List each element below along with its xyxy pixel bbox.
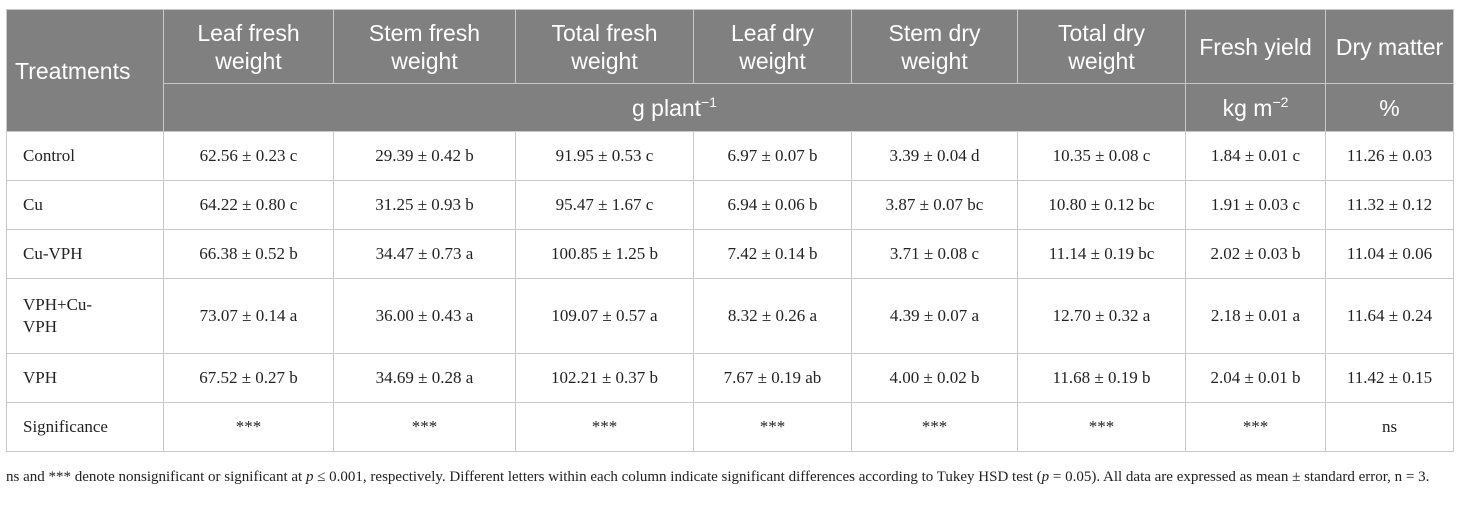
unit-g-plant-text: g plant [631, 94, 702, 121]
row-treatment-name: VPH+Cu-VPH [6, 278, 164, 354]
table-cell: 34.47 ± 0.73 a [333, 229, 516, 279]
table-cell: 12.70 ± 0.32 a [1017, 278, 1186, 354]
row-treatment-name: Significance [6, 402, 164, 452]
header-treatments: Treatments [6, 9, 164, 132]
table-row: VPH+Cu-VPH 73.07 ± 0.14 a 36.00 ± 0.43 a 10… [6, 278, 1454, 354]
table-cell: 8.32 ± 0.26 a [693, 278, 852, 354]
table-cell: 2.04 ± 0.01 b [1185, 353, 1326, 403]
results-table-container: Treatments Leaf fresh weight Stem fresh … [6, 9, 1454, 488]
table-cell: 6.94 ± 0.06 b [693, 180, 852, 230]
table-cell: 95.47 ± 1.67 c [515, 180, 694, 230]
table-cell: 3.39 ± 0.04 d [851, 131, 1018, 181]
footnote-part-c: = 0.05). All data are expressed as mean … [1049, 469, 1430, 485]
table-row: Cu-VPH 66.38 ± 0.52 b 34.47 ± 0.73 a 100.85… [6, 229, 1454, 279]
table-cell: 11.32 ± 0.12 [1325, 180, 1454, 230]
header-total-fresh-weight: Total fresh weight [515, 9, 694, 84]
table-cell: *** [1017, 402, 1186, 452]
header-dry-matter: Dry matter [1325, 9, 1454, 84]
table-cell: 11.04 ± 0.06 [1325, 229, 1454, 279]
header-fresh-yield: Fresh yield [1185, 9, 1326, 84]
table-cell: 29.39 ± 0.42 b [333, 131, 516, 181]
table-cell: *** [851, 402, 1018, 452]
table-cell: 2.02 ± 0.03 b [1185, 229, 1326, 279]
results-table: Treatments Leaf fresh weight Stem fresh … [6, 9, 1454, 452]
table-cell: 7.67 ± 0.19 ab [693, 353, 852, 403]
table-cell: 66.38 ± 0.52 b [163, 229, 334, 279]
table-cell: *** [693, 402, 852, 452]
table-cell: *** [1185, 402, 1326, 452]
unit-g-plant: g plant−1 [163, 83, 1186, 132]
table-cell: 102.21 ± 0.37 b [515, 353, 694, 403]
table-cell: 1.91 ± 0.03 c [1185, 180, 1326, 230]
table-row: VPH 67.52 ± 0.27 b 34.69 ± 0.28 a 102.21 ± … [6, 353, 1454, 403]
header-leaf-fresh-weight: Leaf fresh weight [163, 9, 334, 84]
table-cell: 34.69 ± 0.28 a [333, 353, 516, 403]
table-cell: 100.85 ± 1.25 b [515, 229, 694, 279]
table-cell: 73.07 ± 0.14 a [163, 278, 334, 354]
header-leaf-dry-weight: Leaf dry weight [693, 9, 852, 84]
footnote-p-2: p [1041, 469, 1050, 485]
table-cell: 36.00 ± 0.43 a [333, 278, 516, 354]
table-cell: 4.39 ± 0.07 a [851, 278, 1018, 354]
table-row: Cu 64.22 ± 0.80 c 31.25 ± 0.93 b 95.47 ± 1.… [6, 180, 1454, 230]
table-cell: 91.95 ± 0.53 c [515, 131, 694, 181]
unit-g-plant-exp: −1 [701, 93, 718, 110]
table-cell: 1.84 ± 0.01 c [1185, 131, 1326, 181]
table-row: Control 62.56 ± 0.23 c 29.39 ± 0.42 b 91.95… [6, 131, 1454, 181]
table-cell: 3.71 ± 0.08 c [851, 229, 1018, 279]
table-cell: 10.35 ± 0.08 c [1017, 131, 1186, 181]
footnote-part-b: ≤ 0.001, respectively. Different letters… [313, 469, 1042, 485]
table-cell: 4.00 ± 0.02 b [851, 353, 1018, 403]
table-cell: *** [333, 402, 516, 452]
table-cell: ns [1325, 402, 1454, 452]
table-cell: 11.14 ± 0.19 bc [1017, 229, 1186, 279]
footnote-part-a: ns and *** denote nonsignificant or sign… [6, 469, 306, 485]
unit-kg-m: kg m−2 [1185, 83, 1326, 132]
unit-percent: % [1325, 83, 1454, 132]
table-cell: 31.25 ± 0.93 b [333, 180, 516, 230]
table-cell: 11.42 ± 0.15 [1325, 353, 1454, 403]
table-cell: *** [515, 402, 694, 452]
row-treatment-name: Control [6, 131, 164, 181]
unit-kg-m-text: kg m [1222, 94, 1273, 121]
table-row: Significance *** *** *** *** *** *** *** ns [6, 402, 1454, 452]
row-treatment-name: Cu-VPH [6, 229, 164, 279]
table-cell: *** [163, 402, 334, 452]
header-stem-fresh-weight: Stem fresh weight [333, 9, 516, 84]
table-cell: 11.68 ± 0.19 b [1017, 353, 1186, 403]
table-footnote: ns and *** denote nonsignificant or sign… [6, 466, 1446, 488]
table-cell: 10.80 ± 0.12 bc [1017, 180, 1186, 230]
table-cell: 62.56 ± 0.23 c [163, 131, 334, 181]
table-cell: 3.87 ± 0.07 bc [851, 180, 1018, 230]
table-cell: 109.07 ± 0.57 a [515, 278, 694, 354]
table-cell: 6.97 ± 0.07 b [693, 131, 852, 181]
row-treatment-name: VPH [6, 353, 164, 403]
table-cell: 64.22 ± 0.80 c [163, 180, 334, 230]
table-cell: 2.18 ± 0.01 a [1185, 278, 1326, 354]
header-stem-dry-weight: Stem dry weight [851, 9, 1018, 84]
footnote-p-1: p [305, 469, 314, 485]
unit-kg-m-exp: −2 [1272, 93, 1289, 110]
table-cell: 67.52 ± 0.27 b [163, 353, 334, 403]
row-treatment-name: Cu [6, 180, 164, 230]
table-body: Control 62.56 ± 0.23 c 29.39 ± 0.42 b 91.95… [6, 131, 1454, 452]
table-cell: 11.26 ± 0.03 [1325, 131, 1454, 181]
table-cell: 11.64 ± 0.24 [1325, 278, 1454, 354]
table-cell: 7.42 ± 0.14 b [693, 229, 852, 279]
header-total-dry-weight: Total dry weight [1017, 9, 1186, 84]
